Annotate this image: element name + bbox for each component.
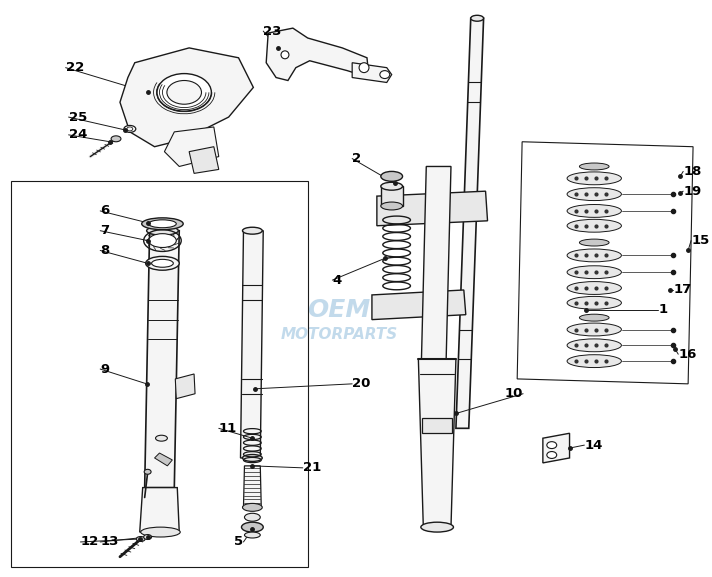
- Text: 4: 4: [333, 273, 342, 287]
- Ellipse shape: [124, 125, 136, 132]
- Ellipse shape: [244, 514, 261, 521]
- Text: 9: 9: [100, 362, 110, 376]
- Text: 1: 1: [659, 304, 668, 316]
- Ellipse shape: [127, 127, 133, 131]
- Text: 6: 6: [100, 204, 110, 218]
- Ellipse shape: [381, 202, 402, 210]
- Ellipse shape: [580, 239, 609, 246]
- Ellipse shape: [567, 219, 622, 232]
- Text: 13: 13: [100, 535, 119, 549]
- Text: 18: 18: [684, 165, 701, 178]
- Text: 5: 5: [234, 535, 244, 549]
- Text: 20: 20: [352, 377, 370, 391]
- Ellipse shape: [147, 226, 178, 235]
- Ellipse shape: [567, 249, 622, 262]
- Polygon shape: [175, 374, 195, 399]
- Text: 14: 14: [585, 439, 603, 452]
- Polygon shape: [377, 191, 488, 226]
- Text: 12: 12: [80, 535, 99, 549]
- Ellipse shape: [167, 81, 201, 104]
- Text: OEM: OEM: [308, 298, 371, 322]
- Text: 2: 2: [352, 152, 361, 165]
- Polygon shape: [164, 127, 219, 167]
- Text: 7: 7: [100, 224, 110, 237]
- Ellipse shape: [141, 527, 180, 537]
- Polygon shape: [372, 290, 466, 320]
- Ellipse shape: [567, 282, 622, 294]
- Ellipse shape: [146, 256, 179, 270]
- Text: 17: 17: [674, 283, 691, 297]
- Ellipse shape: [149, 234, 177, 248]
- Ellipse shape: [421, 522, 454, 532]
- Ellipse shape: [155, 435, 167, 441]
- Ellipse shape: [157, 74, 211, 111]
- Text: 22: 22: [66, 61, 84, 74]
- Polygon shape: [155, 453, 172, 466]
- Ellipse shape: [241, 522, 263, 532]
- Polygon shape: [456, 18, 483, 428]
- Text: 10: 10: [505, 387, 523, 400]
- Polygon shape: [140, 488, 179, 532]
- Ellipse shape: [149, 220, 177, 228]
- Ellipse shape: [471, 15, 483, 21]
- Ellipse shape: [281, 51, 289, 59]
- Text: 8: 8: [100, 244, 110, 257]
- Ellipse shape: [547, 452, 557, 459]
- Polygon shape: [189, 147, 219, 173]
- Text: 25: 25: [68, 111, 87, 123]
- Ellipse shape: [244, 532, 261, 538]
- Text: 16: 16: [679, 348, 696, 361]
- Ellipse shape: [243, 455, 262, 462]
- Polygon shape: [419, 359, 456, 527]
- Ellipse shape: [144, 469, 151, 474]
- Ellipse shape: [152, 259, 173, 267]
- Polygon shape: [381, 186, 402, 206]
- Polygon shape: [543, 433, 570, 463]
- Ellipse shape: [381, 182, 402, 190]
- Polygon shape: [422, 167, 451, 364]
- Ellipse shape: [379, 70, 389, 78]
- Polygon shape: [517, 142, 693, 384]
- Ellipse shape: [243, 227, 262, 234]
- Ellipse shape: [243, 503, 262, 511]
- Ellipse shape: [567, 204, 622, 218]
- Ellipse shape: [567, 266, 622, 279]
- Ellipse shape: [567, 172, 622, 185]
- Text: 15: 15: [691, 234, 709, 247]
- Text: 11: 11: [219, 422, 237, 435]
- Ellipse shape: [567, 297, 622, 309]
- Polygon shape: [244, 466, 261, 507]
- Ellipse shape: [567, 355, 622, 368]
- Ellipse shape: [547, 441, 557, 448]
- Polygon shape: [120, 48, 253, 147]
- Ellipse shape: [567, 323, 622, 336]
- Ellipse shape: [144, 534, 152, 539]
- Ellipse shape: [359, 63, 369, 73]
- Ellipse shape: [567, 339, 622, 352]
- Polygon shape: [422, 418, 452, 433]
- Polygon shape: [145, 231, 179, 488]
- Ellipse shape: [136, 537, 145, 541]
- Polygon shape: [352, 63, 392, 83]
- Ellipse shape: [580, 163, 609, 170]
- Text: 24: 24: [68, 128, 87, 141]
- Text: 19: 19: [684, 185, 701, 198]
- Ellipse shape: [567, 188, 622, 201]
- Ellipse shape: [111, 136, 121, 142]
- Ellipse shape: [580, 314, 609, 321]
- Text: MOTORPARTS: MOTORPARTS: [281, 327, 398, 342]
- Ellipse shape: [142, 218, 183, 230]
- Ellipse shape: [381, 171, 402, 181]
- Text: 23: 23: [263, 25, 282, 38]
- Text: 21: 21: [303, 462, 321, 474]
- Polygon shape: [241, 231, 263, 458]
- Polygon shape: [266, 28, 369, 81]
